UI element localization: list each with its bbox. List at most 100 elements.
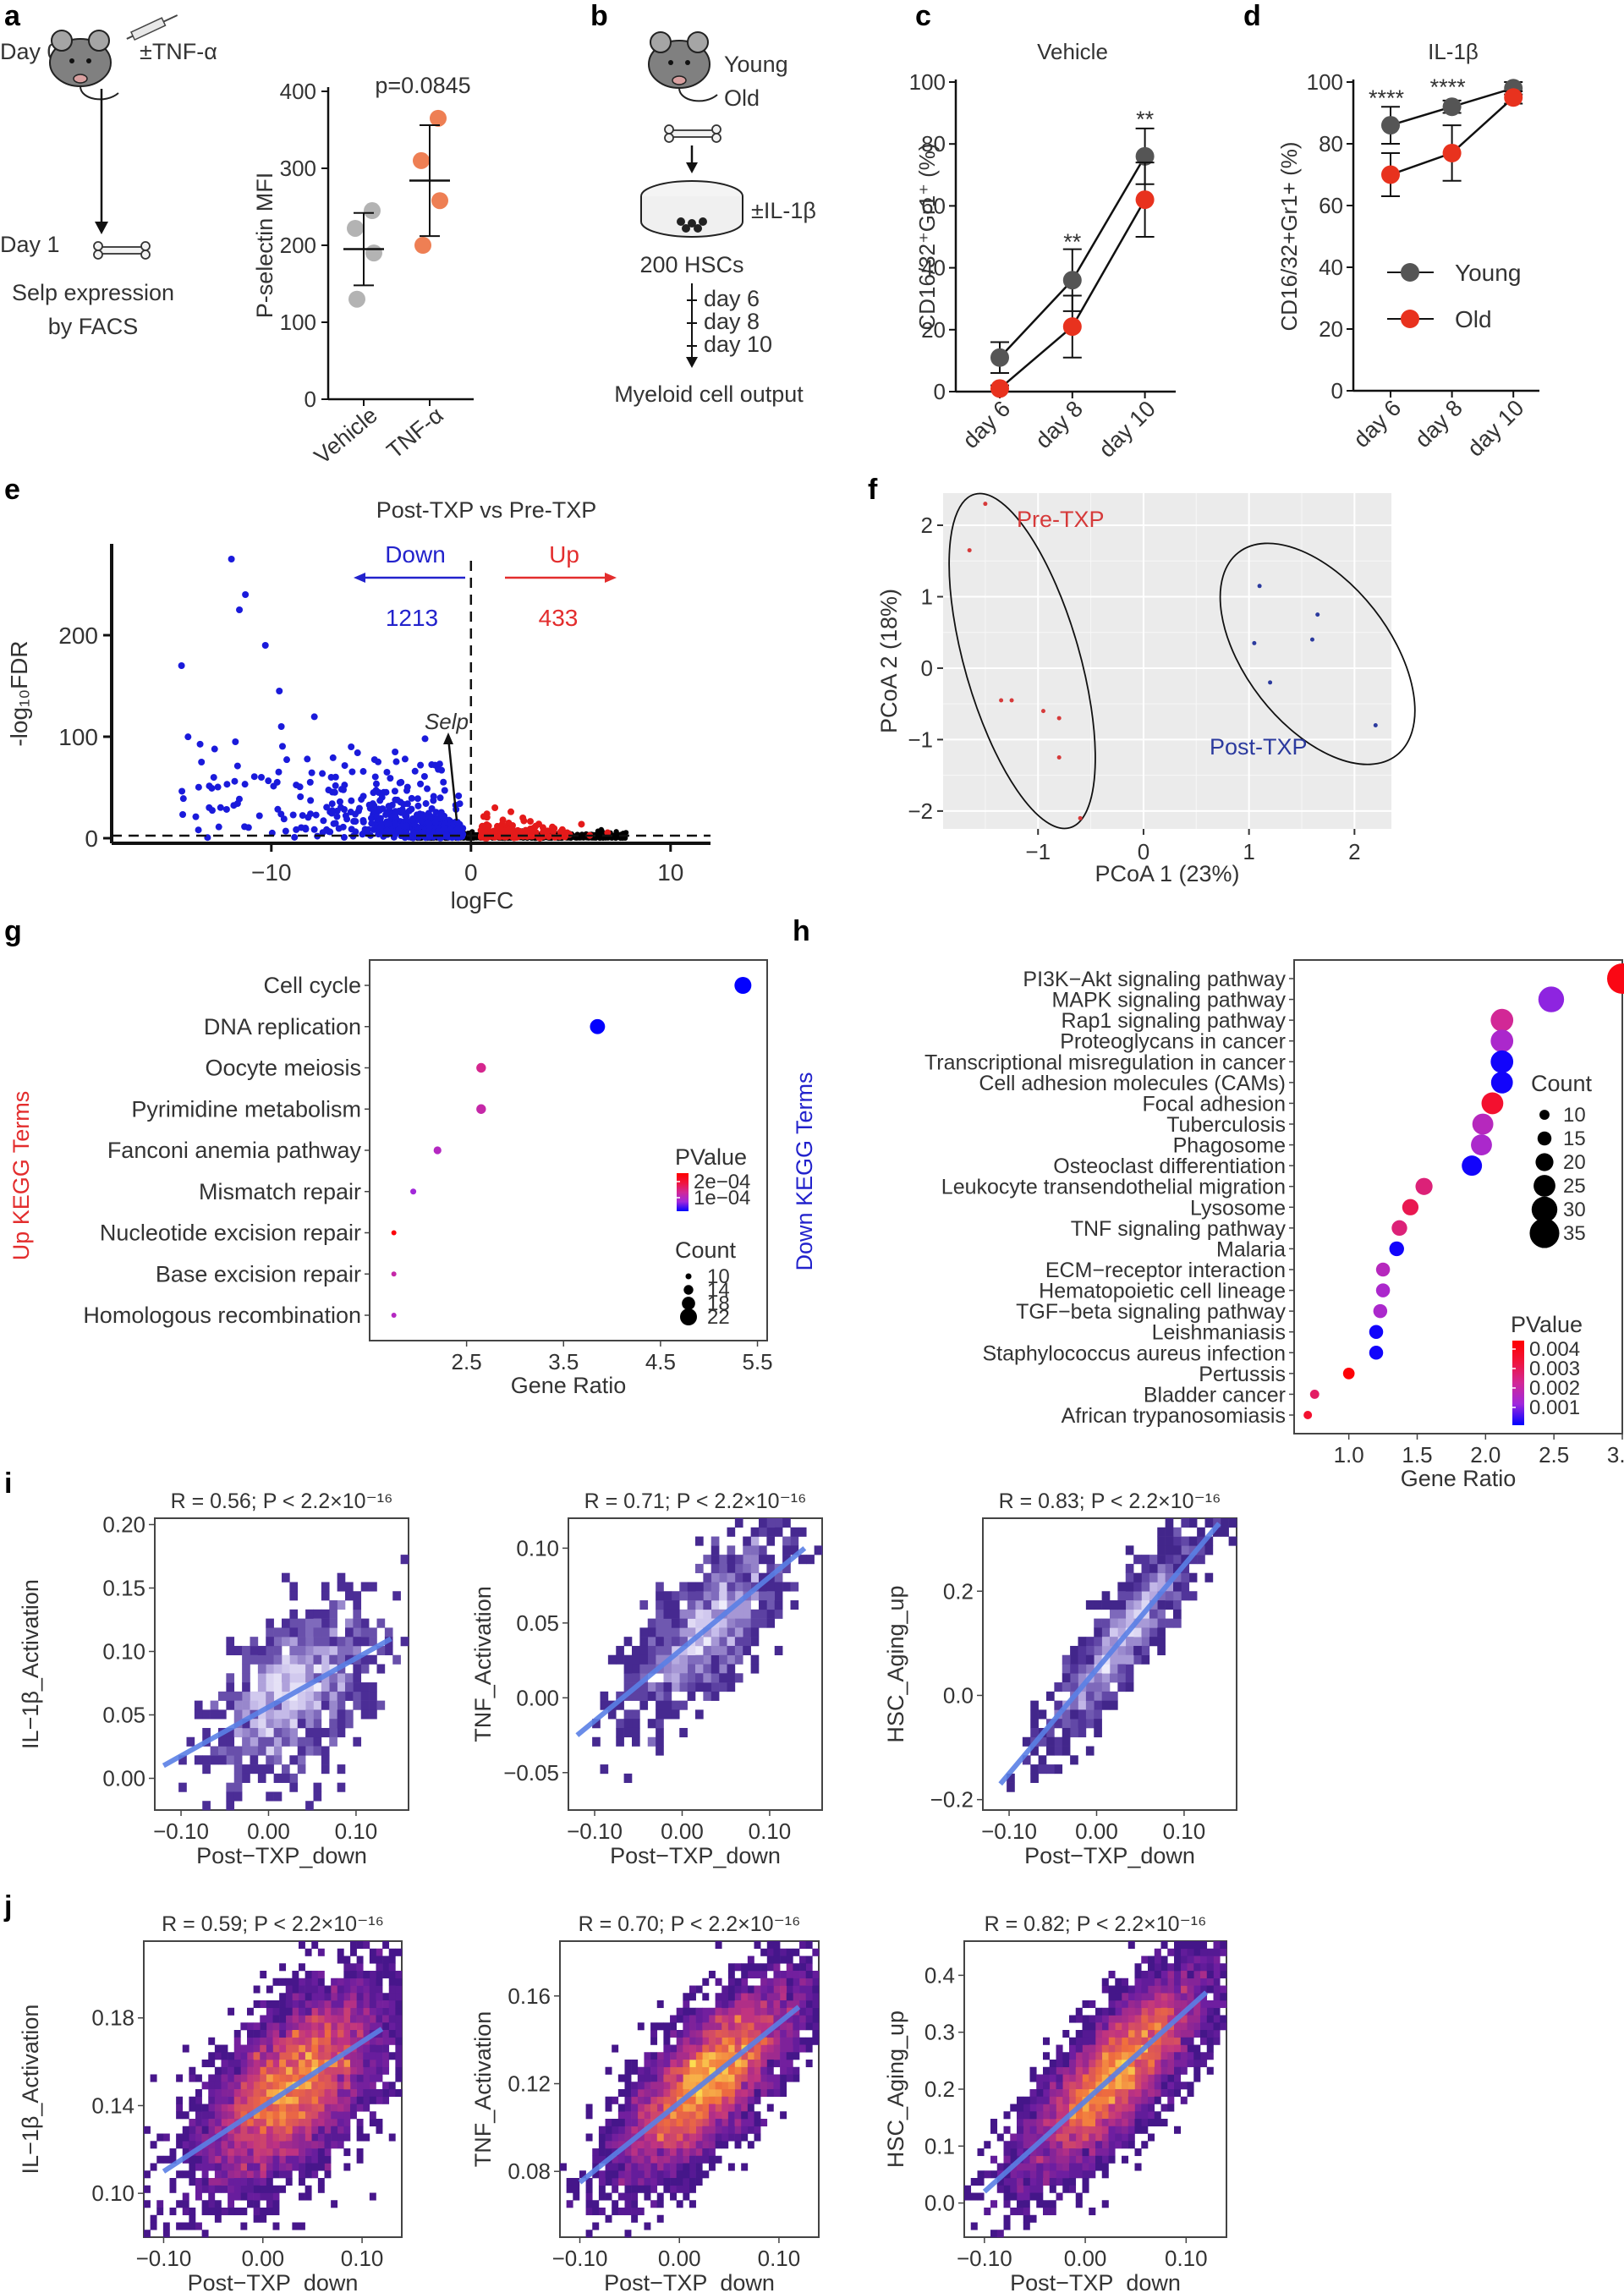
density-bin bbox=[208, 2200, 216, 2208]
density-bin bbox=[754, 2089, 761, 2098]
density-bin bbox=[799, 1941, 806, 1950]
density-bin bbox=[703, 1582, 712, 1592]
term-label: Staphylococcus aureus infection bbox=[982, 1341, 1286, 1365]
term-dot bbox=[734, 977, 752, 994]
density-bin bbox=[786, 2015, 793, 2023]
density-bin bbox=[612, 2178, 619, 2186]
density-bin bbox=[759, 1527, 767, 1537]
density-bin bbox=[766, 1963, 774, 1972]
density-bin bbox=[1180, 2037, 1188, 2045]
density-bin bbox=[321, 1591, 330, 1601]
density-bin bbox=[285, 2037, 293, 2045]
density-bin bbox=[317, 2185, 325, 2193]
density-bin bbox=[176, 2074, 184, 2082]
density-bin bbox=[1127, 2060, 1135, 2068]
density-bin bbox=[1108, 2000, 1116, 2009]
density-bin bbox=[369, 1627, 377, 1637]
density-bin bbox=[647, 1682, 656, 1692]
density-bin bbox=[247, 2200, 254, 2208]
density-bin bbox=[1180, 2052, 1188, 2060]
density-bin bbox=[1017, 2170, 1024, 2179]
data-point bbox=[1062, 317, 1082, 337]
density-bin bbox=[1075, 2089, 1083, 2098]
density-bin bbox=[605, 2192, 612, 2201]
density-bin bbox=[350, 1963, 357, 1972]
data-point bbox=[1009, 698, 1014, 703]
density-bin bbox=[1220, 1985, 1227, 1994]
density-bin bbox=[715, 2030, 722, 2038]
y-tick-label: 100 bbox=[909, 69, 946, 95]
density-bin bbox=[702, 2148, 710, 2157]
data-point bbox=[348, 290, 365, 308]
density-bin bbox=[317, 2000, 325, 2009]
density-bin bbox=[719, 1572, 727, 1583]
density-bin bbox=[337, 2074, 344, 2082]
density-bin bbox=[1069, 2066, 1077, 2075]
density-bin bbox=[1062, 1682, 1071, 1692]
up-point bbox=[604, 829, 612, 837]
density-bin bbox=[1122, 2111, 1129, 2120]
density-bin bbox=[279, 2060, 287, 2068]
density-bin bbox=[1122, 2096, 1129, 2104]
density-bin bbox=[363, 2060, 370, 2068]
y-tick-label: 0.16 bbox=[508, 1983, 551, 2009]
density-bin bbox=[353, 1691, 362, 1701]
density-bin bbox=[382, 2022, 390, 2031]
density-bin bbox=[208, 2089, 216, 2098]
density-bin bbox=[637, 2096, 645, 2104]
density-bin bbox=[683, 2178, 690, 2186]
density-bin bbox=[353, 1664, 362, 1674]
density-bin bbox=[356, 2066, 364, 2075]
density-bin bbox=[1030, 1746, 1039, 1756]
x-tick-label: 2.5 bbox=[1539, 1442, 1569, 1467]
density-bin bbox=[1122, 2052, 1129, 2060]
density-bin bbox=[585, 2192, 593, 2201]
density-bin bbox=[1049, 2163, 1056, 2171]
density-bin bbox=[1056, 2163, 1063, 2171]
density-bin bbox=[363, 1978, 370, 1986]
density-bin bbox=[1117, 1600, 1127, 1610]
density-bin bbox=[329, 1673, 337, 1683]
density-bin bbox=[663, 2126, 671, 2134]
density-bin bbox=[1125, 1572, 1134, 1583]
density-bin bbox=[337, 1700, 346, 1710]
density-bin bbox=[1108, 2148, 1116, 2157]
density-bin bbox=[687, 1654, 696, 1665]
density-bin bbox=[285, 2082, 293, 2090]
density-bin bbox=[247, 2096, 254, 2104]
density-bin bbox=[331, 2074, 338, 2082]
density-bin bbox=[1134, 2030, 1142, 2038]
density-bin bbox=[1173, 1582, 1182, 1592]
density-bin bbox=[331, 2015, 338, 2023]
density-bin bbox=[337, 1978, 344, 1986]
down-point bbox=[392, 811, 399, 819]
density-bin bbox=[304, 2044, 312, 2053]
density-bin bbox=[1160, 2030, 1168, 2038]
density-bin bbox=[632, 1645, 640, 1656]
density-bin bbox=[1062, 2030, 1070, 2038]
density-bin bbox=[1043, 2126, 1051, 2134]
term-dot bbox=[1490, 1071, 1513, 1094]
density-bin bbox=[1108, 2015, 1116, 2023]
density-bin bbox=[812, 2022, 820, 2031]
count-legend-label: 30 bbox=[1563, 1199, 1586, 1221]
density-bin bbox=[382, 2037, 390, 2045]
term-label: Phagosome bbox=[1173, 1134, 1286, 1158]
density-bin bbox=[324, 2066, 332, 2075]
density-bin bbox=[313, 1609, 322, 1619]
density-bin bbox=[747, 2060, 754, 2068]
density-bin bbox=[1188, 1518, 1198, 1528]
density-bin bbox=[1043, 2111, 1051, 2120]
density-bin bbox=[329, 1727, 337, 1738]
density-bin bbox=[773, 1963, 781, 1972]
density-bin bbox=[297, 1719, 306, 1729]
density-bin bbox=[182, 2208, 189, 2216]
density-bin bbox=[266, 1654, 274, 1665]
density-bin bbox=[799, 2000, 806, 2009]
density-bin bbox=[650, 2178, 658, 2186]
density-bin bbox=[650, 2163, 658, 2171]
density-bin bbox=[1101, 1591, 1111, 1601]
density-bin bbox=[734, 2133, 742, 2142]
density-bin bbox=[1141, 1582, 1150, 1592]
count-legend-title: Count bbox=[675, 1237, 737, 1263]
